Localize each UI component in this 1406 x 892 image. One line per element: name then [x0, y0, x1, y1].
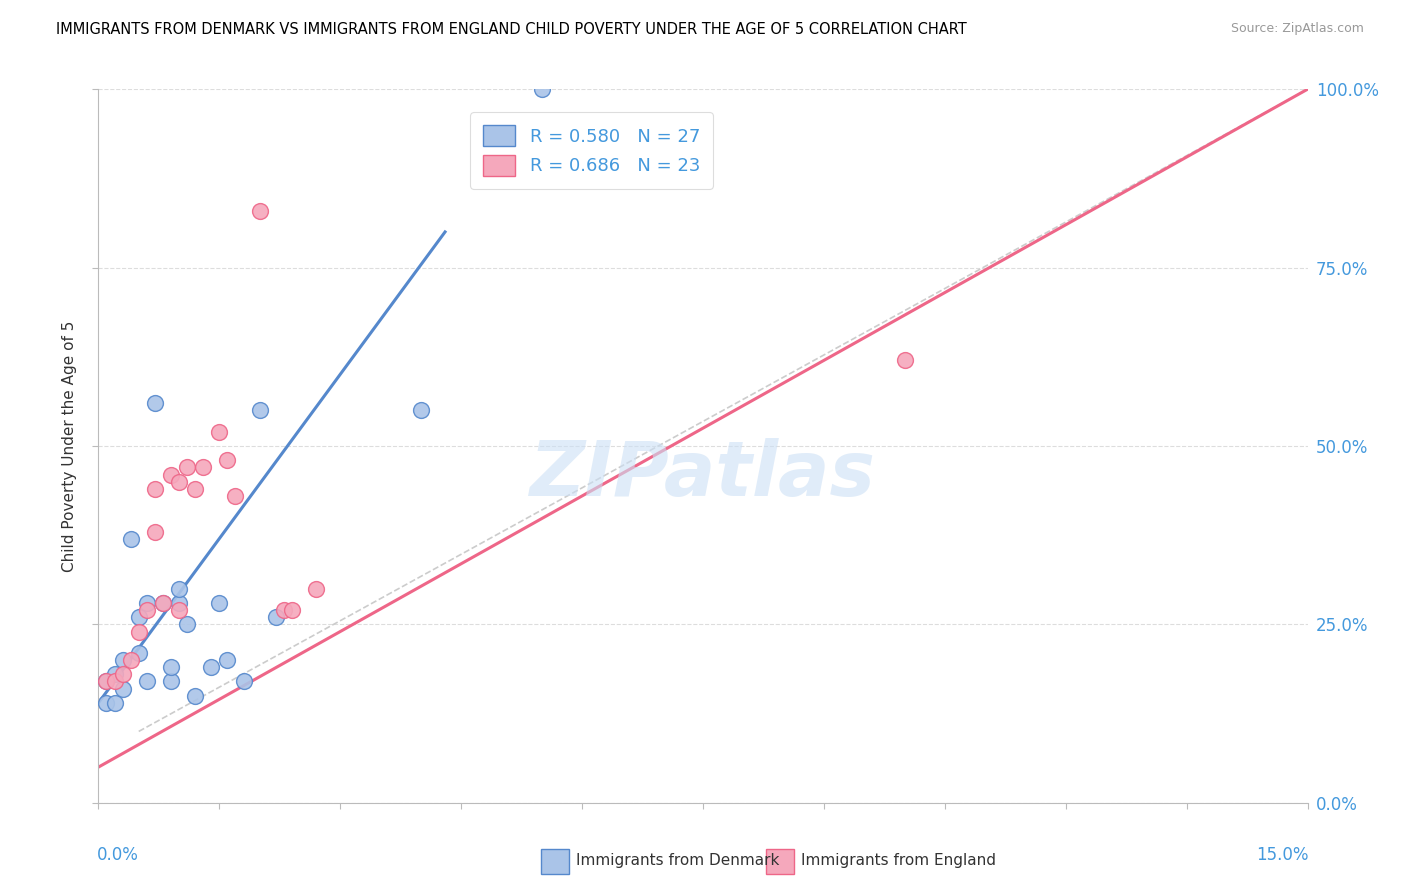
Point: [184, 689, 207, 703]
Point: [264, 610, 287, 624]
Point: [530, 82, 553, 96]
Text: 0.0%: 0.0%: [97, 846, 139, 863]
Point: [111, 653, 134, 667]
Point: [103, 696, 125, 710]
Text: Immigrants from England: Immigrants from England: [801, 854, 997, 868]
Point: [305, 582, 328, 596]
Point: [120, 653, 142, 667]
Point: [103, 674, 125, 689]
Point: [143, 482, 166, 496]
Point: [160, 660, 183, 674]
Point: [152, 596, 174, 610]
Point: [135, 674, 157, 689]
Point: [167, 596, 190, 610]
Point: [167, 603, 190, 617]
Text: Source: ZipAtlas.com: Source: ZipAtlas.com: [1230, 22, 1364, 36]
Point: [208, 596, 231, 610]
Point: [232, 674, 254, 689]
Point: [135, 596, 157, 610]
Y-axis label: Child Poverty Under the Age of 5: Child Poverty Under the Age of 5: [62, 320, 77, 572]
Text: ZIPatlas: ZIPatlas: [530, 438, 876, 511]
Point: [409, 403, 432, 417]
Point: [176, 617, 198, 632]
Point: [111, 681, 134, 696]
Point: [143, 396, 166, 410]
Point: [249, 403, 271, 417]
Point: [893, 353, 915, 368]
Point: [152, 596, 174, 610]
Point: [217, 653, 239, 667]
Point: [184, 482, 207, 496]
Point: [103, 667, 125, 681]
Point: [160, 674, 183, 689]
Point: [224, 489, 246, 503]
Point: [128, 624, 150, 639]
Point: [167, 475, 190, 489]
Legend: R = 0.580   N = 27, R = 0.686   N = 23: R = 0.580 N = 27, R = 0.686 N = 23: [470, 112, 713, 188]
Point: [135, 603, 157, 617]
Point: [217, 453, 239, 467]
Point: [111, 667, 134, 681]
Point: [176, 460, 198, 475]
Point: [143, 524, 166, 539]
Text: Immigrants from Denmark: Immigrants from Denmark: [576, 854, 780, 868]
Point: [273, 603, 295, 617]
Point: [249, 203, 271, 218]
Point: [96, 696, 118, 710]
Point: [120, 532, 142, 546]
Point: [281, 603, 304, 617]
Point: [96, 674, 118, 689]
Text: 15.0%: 15.0%: [1257, 846, 1309, 863]
Point: [128, 610, 150, 624]
Point: [96, 674, 118, 689]
Point: [193, 460, 215, 475]
Point: [208, 425, 231, 439]
Text: IMMIGRANTS FROM DENMARK VS IMMIGRANTS FROM ENGLAND CHILD POVERTY UNDER THE AGE O: IMMIGRANTS FROM DENMARK VS IMMIGRANTS FR…: [56, 22, 967, 37]
Point: [200, 660, 222, 674]
Point: [160, 467, 183, 482]
Point: [167, 582, 190, 596]
Point: [128, 646, 150, 660]
